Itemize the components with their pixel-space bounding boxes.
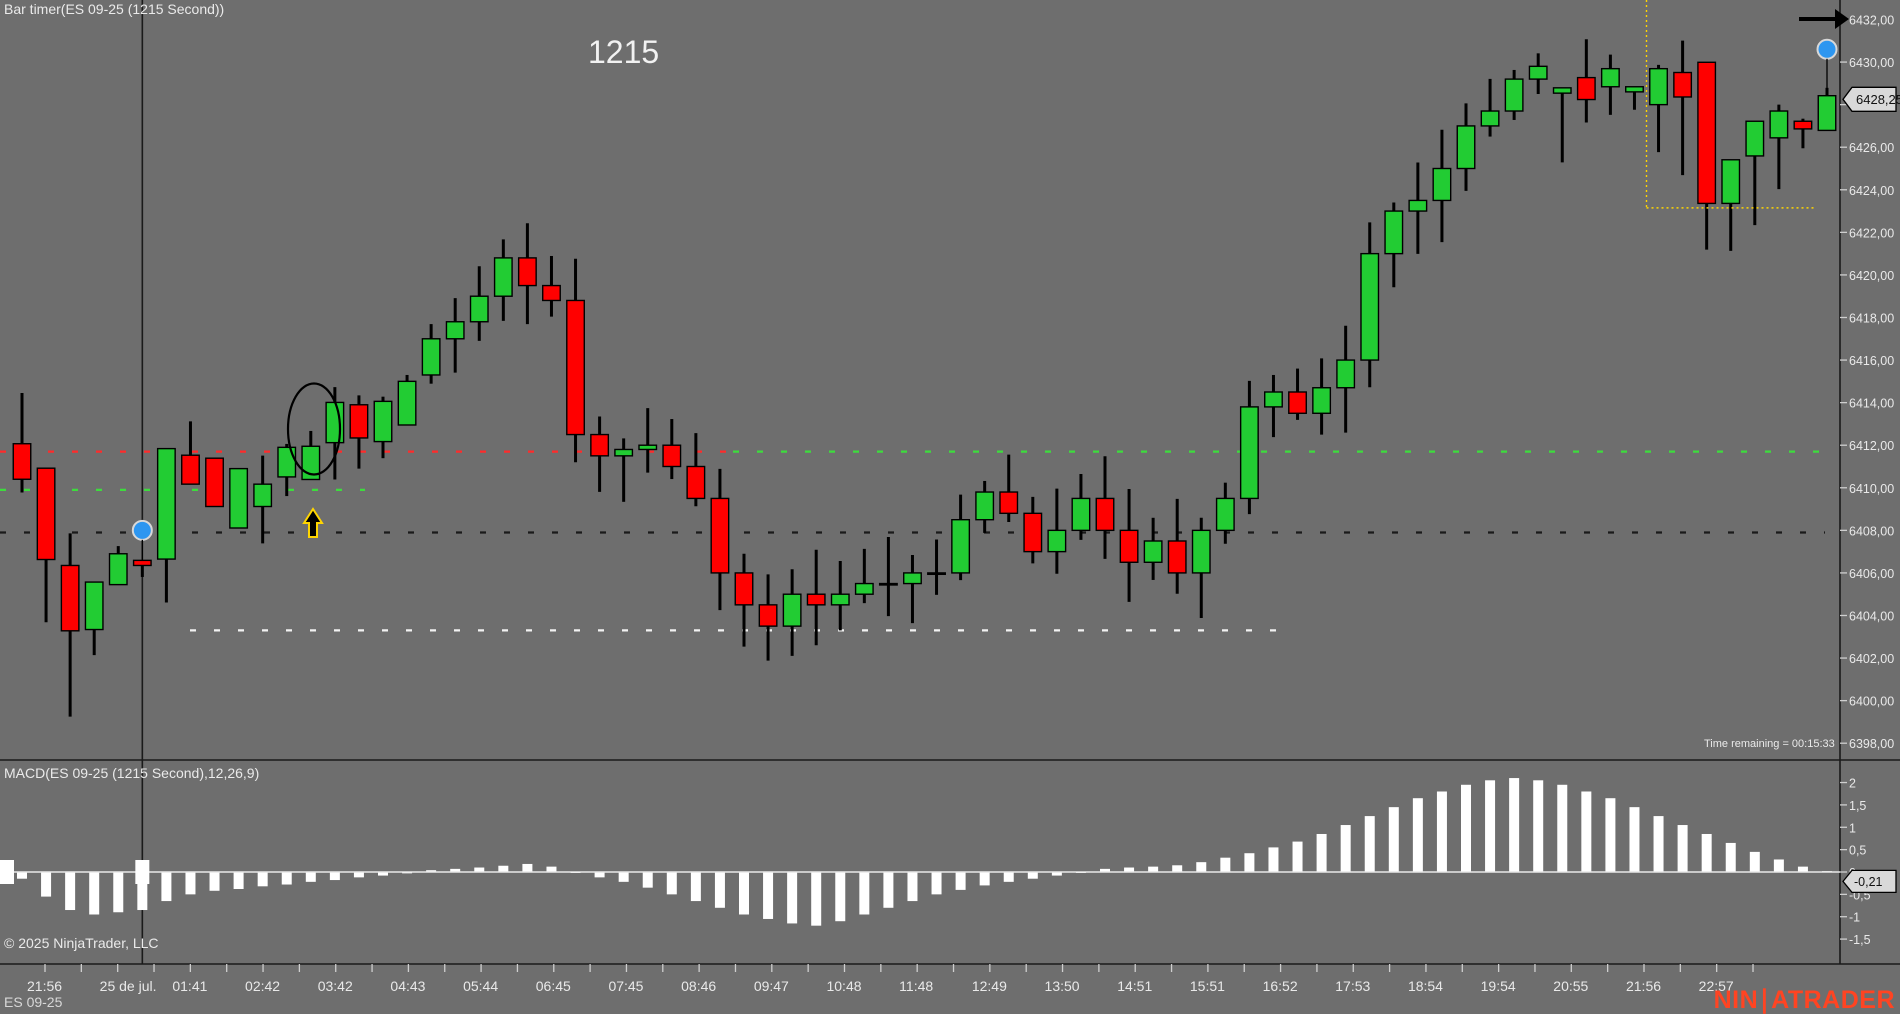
svg-text:08:46: 08:46 <box>681 978 716 994</box>
svg-text:21:56: 21:56 <box>27 978 62 994</box>
svg-text:-1,5: -1,5 <box>1849 933 1871 947</box>
svg-text:07:45: 07:45 <box>608 978 643 994</box>
svg-text:6402,00: 6402,00 <box>1849 652 1894 666</box>
svg-text:10:48: 10:48 <box>826 978 861 994</box>
svg-text:2: 2 <box>1849 777 1856 791</box>
svg-text:11:48: 11:48 <box>899 978 933 994</box>
svg-text:17:53: 17:53 <box>1335 978 1370 994</box>
svg-text:6408,00: 6408,00 <box>1849 524 1894 538</box>
svg-text:ES 09-25: ES 09-25 <box>4 994 63 1010</box>
svg-text:6428,25: 6428,25 <box>1856 92 1900 107</box>
svg-text:Time remaining = 00:15:33: Time remaining = 00:15:33 <box>1704 738 1835 750</box>
svg-text:-1: -1 <box>1849 911 1860 925</box>
svg-text:-0,21: -0,21 <box>1854 875 1883 889</box>
svg-text:6430,00: 6430,00 <box>1849 56 1894 70</box>
svg-text:25 de jul.: 25 de jul. <box>100 978 157 994</box>
svg-text:13:50: 13:50 <box>1045 978 1080 994</box>
svg-text:6404,00: 6404,00 <box>1849 609 1894 623</box>
svg-text:18:54: 18:54 <box>1408 978 1443 994</box>
svg-text:6426,00: 6426,00 <box>1849 141 1894 155</box>
svg-text:6424,00: 6424,00 <box>1849 184 1894 198</box>
svg-text:20:55: 20:55 <box>1553 978 1588 994</box>
svg-text:12:49: 12:49 <box>972 978 1007 994</box>
svg-text:03:42: 03:42 <box>318 978 353 994</box>
svg-text:6416,00: 6416,00 <box>1849 354 1894 368</box>
svg-text:6418,00: 6418,00 <box>1849 311 1894 325</box>
svg-text:6400,00: 6400,00 <box>1849 695 1894 709</box>
svg-text:05:44: 05:44 <box>463 978 498 994</box>
svg-text:6412,00: 6412,00 <box>1849 439 1894 453</box>
svg-text:21:56: 21:56 <box>1626 978 1661 994</box>
svg-text:15:51: 15:51 <box>1190 978 1225 994</box>
svg-text:1,5: 1,5 <box>1849 799 1866 813</box>
svg-text:02:42: 02:42 <box>245 978 280 994</box>
svg-text:MACD(ES 09-25 (1215 Second),12: MACD(ES 09-25 (1215 Second),12,26,9) <box>4 765 259 781</box>
svg-text:NIN∣ATRADER: NIN∣ATRADER <box>1714 986 1895 1014</box>
svg-text:6398,00: 6398,00 <box>1849 737 1894 751</box>
svg-text:6432,00: 6432,00 <box>1849 14 1894 28</box>
svg-text:6410,00: 6410,00 <box>1849 482 1894 496</box>
svg-text:0,5: 0,5 <box>1849 844 1866 858</box>
svg-text:16:52: 16:52 <box>1263 978 1298 994</box>
svg-text:09:47: 09:47 <box>754 978 789 994</box>
svg-text:06:45: 06:45 <box>536 978 571 994</box>
svg-text:6414,00: 6414,00 <box>1849 397 1894 411</box>
svg-text:14:51: 14:51 <box>1117 978 1152 994</box>
svg-text:© 2025 NinjaTrader, LLC: © 2025 NinjaTrader, LLC <box>4 935 159 951</box>
svg-text:6422,00: 6422,00 <box>1849 226 1894 240</box>
svg-text:1: 1 <box>1849 821 1856 835</box>
svg-text:6406,00: 6406,00 <box>1849 567 1894 581</box>
svg-text:1215: 1215 <box>588 34 659 70</box>
svg-text:19:54: 19:54 <box>1481 978 1516 994</box>
svg-text:6420,00: 6420,00 <box>1849 269 1894 283</box>
svg-text:Bar timer(ES 09-25 (1215 Secon: Bar timer(ES 09-25 (1215 Second)) <box>4 1 224 17</box>
svg-text:01:41: 01:41 <box>172 978 207 994</box>
svg-text:04:43: 04:43 <box>390 978 425 994</box>
